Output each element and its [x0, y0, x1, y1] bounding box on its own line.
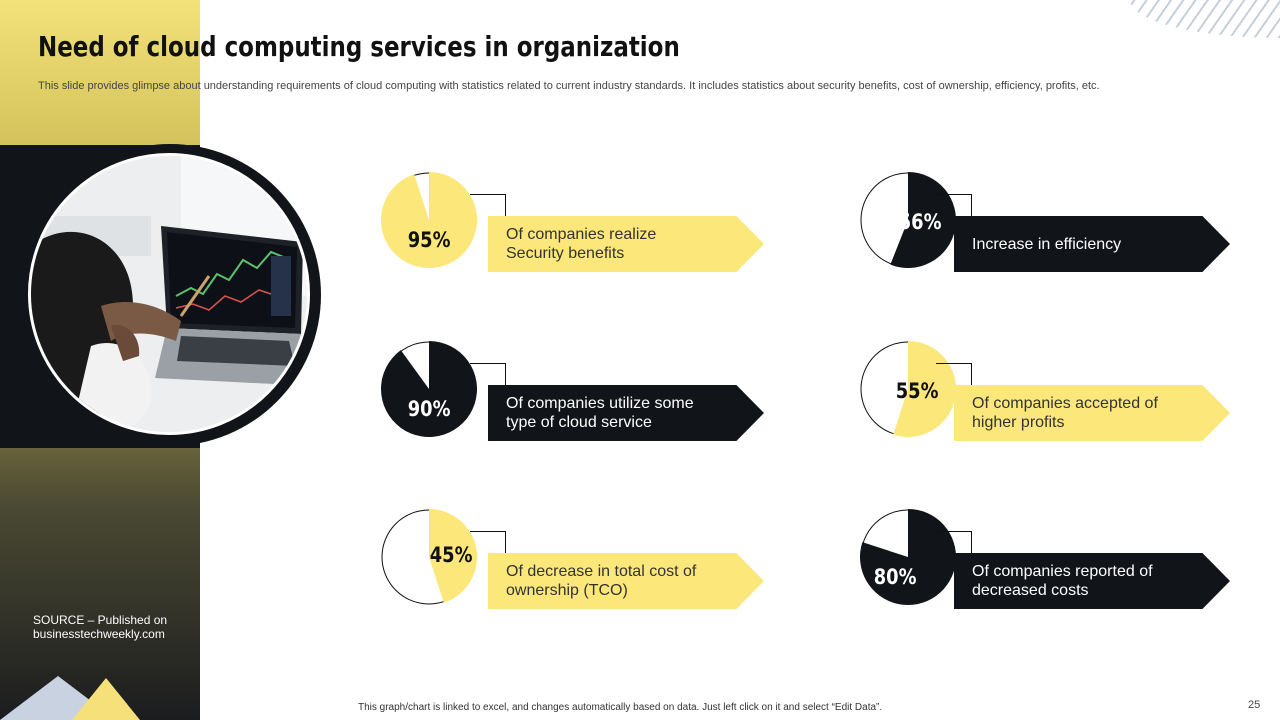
- stat-description-banner: Of decrease in total cost of ownership (T…: [488, 553, 764, 609]
- pie-slice: [890, 172, 956, 268]
- pie-slice: [429, 509, 477, 603]
- stat-description: Of decrease in total cost of ownership (T…: [506, 562, 696, 600]
- stat-description-line-2: decreased costs: [972, 582, 1089, 599]
- stat-description-line-1: Increase in efficiency: [972, 235, 1122, 253]
- stat-card: 90% Of companies utilize some type of clou…: [380, 340, 770, 441]
- business-photo: [28, 153, 310, 435]
- stat-description: Of companies reported of decreased costs: [972, 562, 1153, 600]
- connector-line: [470, 531, 506, 553]
- connector-line: [936, 363, 972, 385]
- pie-slice: [893, 341, 957, 437]
- connector-line: [936, 194, 972, 216]
- pie-slice: [381, 172, 478, 268]
- source-note: SOURCE – Published on businesstechweekly…: [33, 613, 167, 641]
- stat-description: Of companies utilize some type of cloud s…: [506, 394, 694, 432]
- pie-chart: [381, 341, 478, 437]
- pie-chart: [860, 172, 956, 268]
- decorative-triangle-yellow: [72, 678, 140, 720]
- stat-description-line-2: type of cloud service: [506, 414, 652, 431]
- page-title: Need of cloud computing services in orga…: [38, 30, 680, 63]
- stat-description-banner: Of companies utilize some type of cloud s…: [488, 385, 764, 441]
- stat-description: Of companies realize Security benefits: [506, 225, 656, 263]
- stat-description: Of companies accepted of higher profits: [972, 394, 1158, 432]
- page-number: 25: [1248, 699, 1261, 711]
- connector-line: [470, 194, 506, 216]
- connector-line: [936, 531, 972, 553]
- stat-description-banner: Of companies reported of decreased costs: [954, 553, 1230, 609]
- stat-card: 80% Of companies reported of decreased cos…: [846, 508, 1236, 609]
- pie-slice: [381, 341, 478, 437]
- pie-chart: [860, 341, 957, 437]
- stat-description: Increase in efficiency: [972, 235, 1121, 254]
- decorative-stripes: [1130, 0, 1280, 38]
- pie-chart: [381, 509, 477, 605]
- stat-description-line-2: ownership (TCO): [506, 582, 628, 599]
- stat-description-banner: Of companies accepted of higher profits: [954, 385, 1230, 441]
- stat-card: 45% Of decrease in total cost of ownership…: [380, 508, 770, 609]
- stat-description-line-1: Of companies reported of: [972, 563, 1153, 580]
- page-subtitle: This slide provides glimpse about unders…: [38, 80, 1100, 92]
- stat-description-line-2: Security benefits: [506, 245, 625, 262]
- pie-chart: [860, 509, 957, 605]
- pie-chart: [381, 172, 478, 268]
- stat-description-line-1: Of companies realize: [506, 226, 657, 243]
- source-line-2: businesstechweekly.com: [33, 627, 165, 641]
- stat-card: 56% Increase in efficiency: [846, 171, 1236, 272]
- pie-slice: [860, 509, 957, 605]
- stat-card: 55% Of companies accepted of higher profit…: [846, 340, 1236, 441]
- stat-description-banner: Of companies realize Security benefits: [488, 216, 764, 272]
- pie-value-label: 90%: [407, 397, 451, 421]
- connector-line: [470, 363, 506, 385]
- pie-value-label: 95%: [407, 228, 451, 252]
- pie-value-label: 45%: [429, 543, 473, 567]
- pie-value-label: 80%: [873, 565, 917, 589]
- stat-description-line-1: Of companies utilize some: [506, 395, 694, 412]
- laptop-trading-image: [31, 156, 307, 432]
- pie-value-label: 56%: [898, 210, 942, 234]
- stat-description-line-1: Of decrease in total cost of: [506, 563, 697, 580]
- chart-footnote: This graph/chart is linked to excel, and…: [358, 702, 883, 713]
- stat-description-banner: Increase in efficiency: [954, 216, 1230, 272]
- stat-card: 95% Of companies realize Security benefits: [380, 171, 770, 272]
- stat-description-line-2: higher profits: [972, 414, 1065, 431]
- stat-description-line-1: Of companies accepted of: [972, 395, 1158, 412]
- pie-value-label: 55%: [895, 379, 939, 403]
- source-line-1: SOURCE – Published on: [33, 613, 168, 627]
